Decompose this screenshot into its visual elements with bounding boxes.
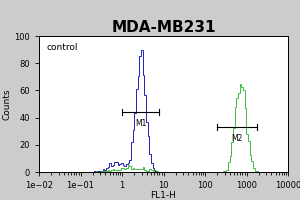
Text: control: control: [46, 43, 78, 52]
Y-axis label: Counts: Counts: [2, 88, 11, 120]
Text: M1: M1: [135, 119, 146, 128]
Text: M2: M2: [232, 134, 243, 143]
Title: MDA-MB231: MDA-MB231: [111, 20, 216, 35]
X-axis label: FL1-H: FL1-H: [151, 191, 176, 200]
